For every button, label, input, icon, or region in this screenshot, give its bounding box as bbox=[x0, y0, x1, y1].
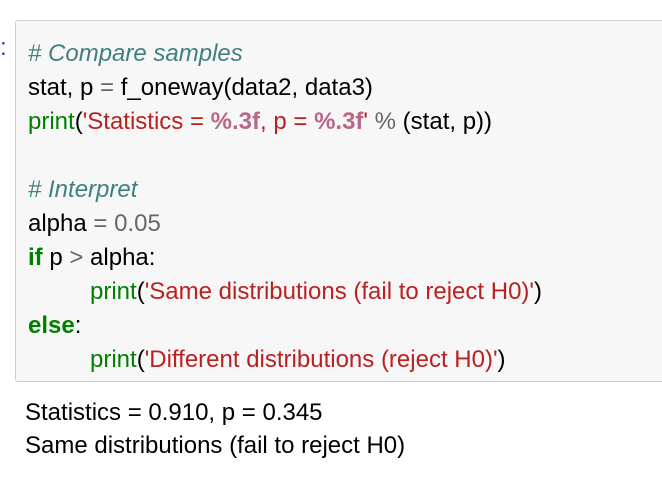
code-cell[interactable]: # Compare samples stat, p = f_oneway(dat… bbox=[15, 20, 662, 382]
code: ( bbox=[136, 278, 145, 305]
cell-prompt: : bbox=[0, 34, 7, 61]
code: f_oneway(data2, data3) bbox=[114, 74, 373, 101]
code: ) bbox=[534, 278, 542, 305]
code: ( bbox=[74, 108, 83, 135]
string: 'Same distributions (fail to reject H0)' bbox=[144, 278, 534, 305]
code-line: # Interpret bbox=[28, 173, 662, 207]
operator: > bbox=[69, 244, 84, 271]
code-line: print('Same distributions (fail to rejec… bbox=[28, 275, 662, 309]
builtin: print bbox=[90, 278, 137, 305]
operator: = bbox=[93, 210, 108, 237]
string: , p = bbox=[260, 108, 315, 135]
code-line: # Compare samples bbox=[28, 37, 662, 71]
format: %.3f bbox=[210, 108, 261, 135]
code: alpha: bbox=[83, 244, 156, 271]
string: ' bbox=[363, 108, 375, 135]
comment: # Interpret bbox=[28, 176, 138, 203]
string: 'Different distributions (reject H0)' bbox=[144, 346, 498, 373]
code: stat, p bbox=[28, 74, 101, 101]
number: 0.05 bbox=[107, 210, 161, 237]
string: 'Statistics = bbox=[82, 108, 211, 135]
output-line: Statistics = 0.910, p = 0.345 bbox=[25, 399, 323, 426]
cell-output: Statistics = 0.910, p = 0.345 Same distr… bbox=[25, 396, 405, 462]
code-line: print('Statistics = %.3f, p = %.3f' % (s… bbox=[28, 105, 662, 139]
code-line: if p > alpha: bbox=[28, 241, 662, 275]
comment: # Compare samples bbox=[28, 40, 243, 67]
code: ) bbox=[497, 346, 506, 373]
builtin: print bbox=[28, 108, 75, 135]
keyword: else bbox=[28, 312, 75, 339]
operator: % bbox=[374, 108, 397, 135]
code-line: alpha = 0.05 bbox=[28, 207, 662, 241]
code-line: print('Different distributions (reject H… bbox=[28, 343, 662, 377]
output-line: Same distributions (fail to reject H0) bbox=[25, 432, 406, 459]
code: alpha bbox=[28, 210, 94, 237]
code-line: stat, p = f_oneway(data2, data3) bbox=[28, 71, 662, 105]
code: (stat, p)) bbox=[396, 108, 493, 135]
code: ( bbox=[136, 346, 145, 373]
code: : bbox=[74, 312, 82, 339]
code-line bbox=[28, 139, 662, 173]
builtin: print bbox=[90, 346, 137, 373]
keyword: if bbox=[28, 244, 43, 271]
operator: = bbox=[100, 74, 115, 101]
code-line: else: bbox=[28, 309, 662, 343]
format: %.3f bbox=[314, 108, 364, 135]
code: p bbox=[42, 244, 70, 271]
